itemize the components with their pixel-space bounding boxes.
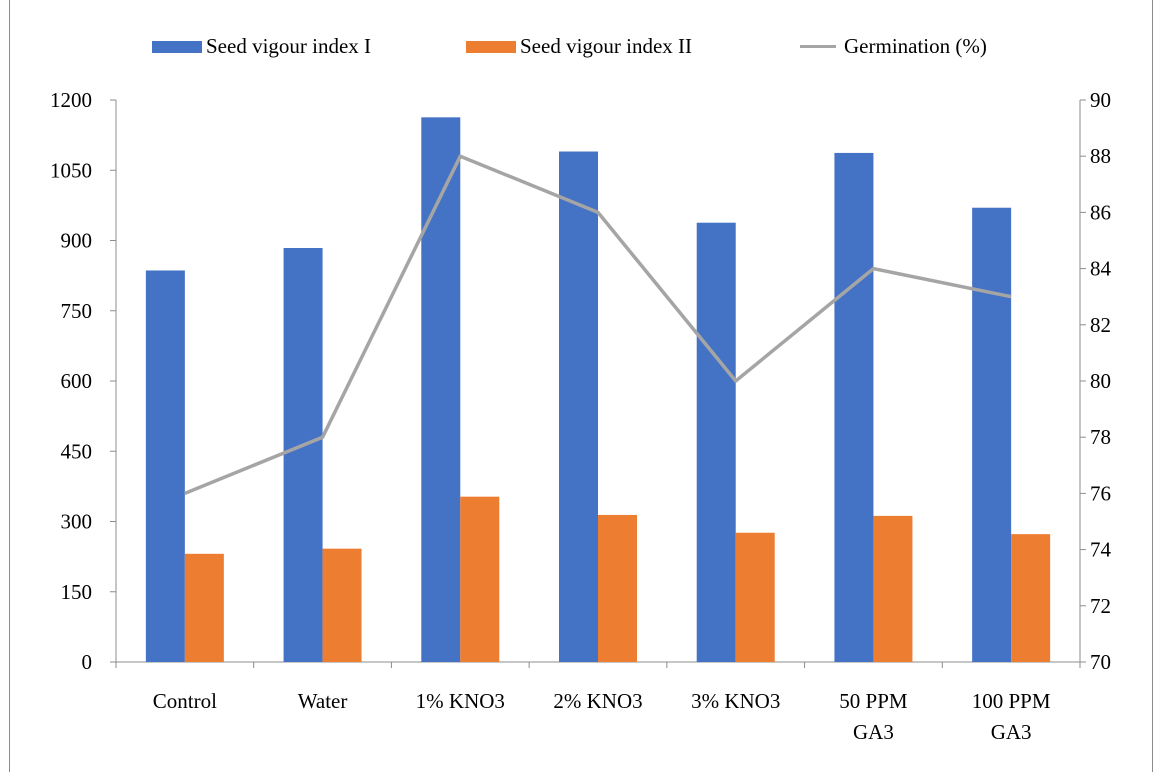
y-tick-label-secondary: 88 <box>1090 144 1111 168</box>
y-tick-label-secondary: 70 <box>1090 650 1111 674</box>
bar-seed-vigour-index-i <box>283 247 323 662</box>
y-tick-label-primary: 300 <box>61 510 93 534</box>
y-tick-label-secondary: 74 <box>1090 538 1112 562</box>
bar-seed-vigour-index-i <box>972 207 1012 662</box>
bar-seed-vigour-index-i <box>145 270 185 662</box>
y-tick-label-secondary: 86 <box>1090 200 1111 224</box>
y-tick-label-primary: 750 <box>61 299 93 323</box>
x-tick-label: GA3 <box>853 720 894 744</box>
y-tick-label-secondary: 90 <box>1090 88 1111 112</box>
bar-seed-vigour-index-i <box>834 152 874 662</box>
y-tick-label-secondary: 84 <box>1090 257 1112 281</box>
bar-seed-vigour-index-ii <box>184 553 224 662</box>
bar-seed-vigour-index-i <box>696 222 736 662</box>
legend-item-seed-vigour-index-ii: Seed vigour index II <box>466 34 692 59</box>
legend-label-seed-vigour-index-i: Seed vigour index I <box>206 34 372 58</box>
x-tick-label: Water <box>298 689 348 713</box>
y-tick-label-secondary: 72 <box>1090 594 1111 618</box>
y-tick-label-primary: 900 <box>61 229 93 253</box>
bar-seed-vigour-index-ii <box>1011 534 1051 662</box>
y-tick-label-secondary: 78 <box>1090 425 1111 449</box>
legend-item-germination: Germination (%) <box>800 34 987 59</box>
bar-seed-vigour-index-i <box>559 151 598 662</box>
bar-seed-vigour-index-ii <box>322 548 362 662</box>
legend-swatch-gray-line <box>800 45 836 48</box>
legend-swatch-orange <box>466 40 516 53</box>
legend-label-seed-vigour-index-ii: Seed vigour index II <box>520 34 693 58</box>
y-tick-label-secondary: 82 <box>1090 313 1111 337</box>
bar-seed-vigour-index-ii <box>460 496 500 662</box>
y-tick-label-primary: 150 <box>61 580 93 604</box>
x-tick-label: 50 PPM <box>839 689 908 713</box>
bar-seed-vigour-index-i <box>421 117 461 663</box>
y-tick-label-primary: 0 <box>82 650 93 674</box>
legend-item-seed-vigour-index-i: Seed vigour index I <box>152 34 371 59</box>
legend-label-germination: Germination (%) <box>844 34 987 58</box>
y-tick-label-secondary: 80 <box>1090 369 1111 393</box>
line-germination <box>184 154 1012 496</box>
legend-swatch-blue <box>152 40 202 53</box>
bar-seed-vigour-index-ii <box>598 514 637 662</box>
x-tick-label: Control <box>153 689 217 713</box>
x-tick-label: 100 PPM <box>972 689 1051 713</box>
chart-frame <box>9 0 1153 772</box>
x-tick-label: 1% KNO3 <box>416 689 505 713</box>
y-tick-label-primary: 450 <box>61 439 93 463</box>
x-tick-label: GA3 <box>991 720 1032 744</box>
x-tick-label: 3% KNO3 <box>691 689 780 713</box>
y-tick-label-primary: 1200 <box>50 88 92 112</box>
y-tick-label-primary: 1050 <box>50 158 92 182</box>
x-tick-label: 2% KNO3 <box>553 689 642 713</box>
y-tick-label-primary: 600 <box>61 369 93 393</box>
y-tick-label-secondary: 76 <box>1090 481 1111 505</box>
bar-seed-vigour-index-ii <box>873 515 913 662</box>
bar-seed-vigour-index-ii <box>735 532 775 662</box>
chart-legend: Seed vigour index I Seed vigour index II… <box>0 34 1160 64</box>
